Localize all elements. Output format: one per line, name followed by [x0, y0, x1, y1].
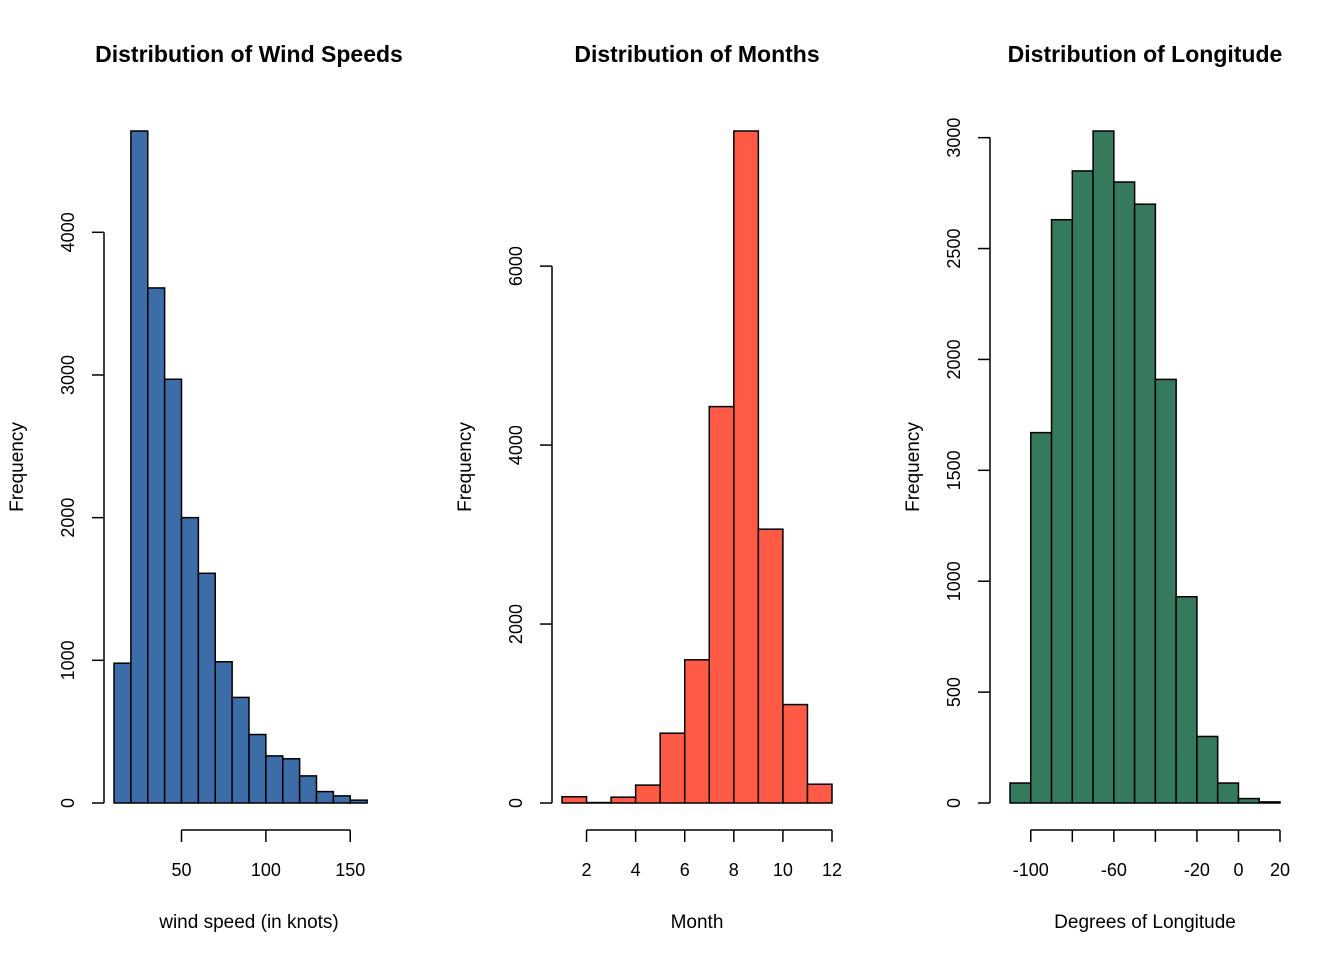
histogram-bar: [561, 795, 588, 804]
histogram-bar: [1030, 431, 1053, 804]
y-tick-label: 4000: [506, 425, 526, 465]
axes: 0 1000 2000 3000 4000 50 100 150: [58, 212, 365, 880]
chart-title: Distribution of Wind Speeds: [95, 41, 403, 67]
histogram-bar: [113, 662, 132, 804]
bars: [113, 130, 368, 804]
chart-title: Distribution of Longitude: [1008, 41, 1283, 67]
histogram-bar: [332, 795, 351, 804]
x-axis-label: Degrees of Longitude: [1054, 912, 1236, 933]
y-tick-label: 6000: [506, 246, 526, 286]
y-tick-label: 1000: [58, 640, 78, 680]
y-axis-label: Frequency: [7, 422, 28, 512]
x-tick-label: 100: [251, 860, 281, 880]
histogram-bar: [1216, 782, 1240, 804]
histogram-bar: [1050, 218, 1074, 804]
axes: 0 500 1000 1500 2000 2500 3000 -100 -60 -20 0 20: [944, 118, 1290, 880]
histogram-bar: [1133, 203, 1157, 804]
histogram-bar: [659, 732, 686, 804]
histogram-bar: [610, 796, 637, 804]
y-tick-label: 0: [506, 798, 526, 808]
y-tick-label: 2000: [506, 604, 526, 644]
x-tick-label: -20: [1184, 860, 1210, 880]
histogram-bar: [708, 405, 735, 804]
panel-longitude: Distribution of Longitude Degrees of Lon…: [903, 41, 1290, 933]
y-tick-label: 0: [944, 798, 964, 808]
x-tick-label: 4: [631, 860, 641, 880]
x-tick-label: -100: [1013, 860, 1049, 880]
panel-months: Distribution of Months Month Frequency 0…: [455, 41, 842, 933]
histogram-bar: [130, 130, 149, 804]
x-tick-label: 10: [773, 860, 793, 880]
x-axis-label: Month: [671, 912, 724, 933]
x-tick-label: 20: [1270, 860, 1290, 880]
x-tick-label: 12: [822, 860, 842, 880]
axes: 0 2000 4000 6000 2 4 6 8 10 12: [506, 246, 842, 880]
histogram-bar: [231, 696, 250, 804]
x-tick-label: 2: [582, 860, 592, 880]
x-tick-label: 8: [729, 860, 739, 880]
histogram-bar: [1113, 181, 1136, 804]
bars: [1009, 130, 1281, 804]
y-tick-label: 500: [944, 677, 964, 707]
histogram-bar: [298, 775, 318, 804]
y-axis-label: Frequency: [903, 422, 924, 512]
histogram-bar: [757, 528, 784, 804]
histogram-bar: [806, 783, 833, 804]
histogram-bar: [197, 572, 216, 804]
histogram-bar: [1175, 595, 1198, 804]
histogram-bar: [282, 758, 301, 804]
y-tick-label: 3000: [58, 355, 78, 395]
y-tick-label: 2000: [944, 339, 964, 379]
x-axis-label: wind speed (in knots): [158, 912, 339, 933]
panel-wind-speeds: Distribution of Wind Speeds wind speed (…: [7, 41, 403, 933]
histogram-bar: [163, 378, 183, 804]
y-tick-label: 2500: [944, 229, 964, 269]
histogram-bar: [248, 733, 267, 804]
y-tick-label: 2000: [58, 498, 78, 538]
histogram-bar: [1154, 378, 1177, 804]
histogram-bar: [180, 516, 200, 804]
chart-title: Distribution of Months: [574, 41, 819, 67]
y-axis-label: Frequency: [455, 422, 476, 512]
y-tick-label: 0: [58, 798, 78, 808]
histogram-bar: [1092, 130, 1115, 804]
histogram-bar: [1071, 170, 1094, 804]
y-tick-label: 3000: [944, 118, 964, 158]
histogram-bar: [683, 659, 711, 804]
histogram-bar: [1196, 735, 1219, 804]
histogram-bar: [147, 287, 166, 804]
histogram-bar: [1237, 797, 1260, 804]
y-tick-label: 4000: [58, 212, 78, 252]
bars: [561, 130, 833, 804]
x-tick-label: 50: [171, 860, 191, 880]
x-tick-label: 0: [1233, 860, 1243, 880]
histogram-bar: [733, 130, 760, 804]
histogram-bar: [1009, 782, 1032, 804]
histogram-bar: [265, 755, 284, 804]
histogram-bar: [214, 661, 233, 804]
histogram-bar: [1258, 801, 1281, 804]
y-tick-label: 1000: [944, 561, 964, 601]
x-tick-label: -60: [1101, 860, 1127, 880]
histogram-bar: [315, 790, 335, 804]
histogram-bar: [634, 784, 661, 804]
histogram-bar: [782, 703, 809, 804]
y-tick-label: 1500: [944, 450, 964, 490]
x-tick-label: 150: [335, 860, 365, 880]
x-tick-label: 6: [680, 860, 690, 880]
histogram-bar: [349, 799, 368, 804]
